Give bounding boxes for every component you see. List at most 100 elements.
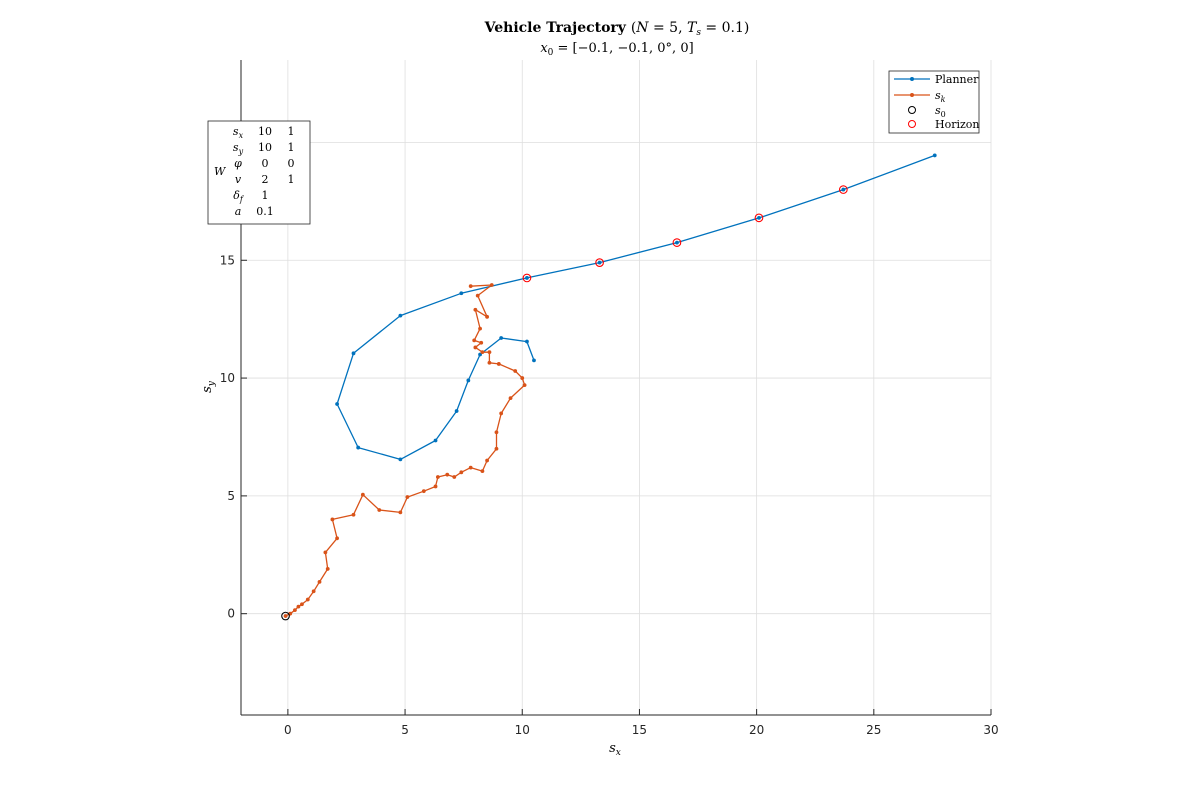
axes	[240, 60, 992, 716]
legend-label-sk: sk	[935, 89, 946, 104]
series-line-s-k	[285, 284, 526, 617]
series-point-s-k	[405, 495, 410, 499]
series-point-planner	[398, 313, 403, 318]
marker-s-0	[281, 611, 290, 621]
legend-label-s0: s0	[935, 104, 946, 119]
series-point-s-k	[489, 283, 494, 287]
series-point-s-k	[522, 383, 527, 388]
series-point-s-k	[377, 508, 382, 512]
series-point-s-k	[421, 489, 426, 494]
series-point-s-k	[305, 597, 310, 602]
weights-value: 2	[262, 173, 269, 186]
series-point-planner	[525, 339, 529, 344]
weights-value: 10	[258, 141, 272, 154]
legend-item-horizon: Horizon	[908, 118, 980, 131]
series-point-s-k	[513, 369, 518, 373]
marker-layer	[281, 185, 848, 621]
series-point-s-k	[296, 604, 301, 609]
series-point-s-k	[508, 396, 513, 401]
x-tick-label: 20	[749, 723, 764, 737]
series-point-s-k	[478, 326, 482, 331]
weights-value: 1	[288, 125, 295, 138]
series-point-planner	[841, 187, 846, 192]
legend: Planner sk s0 Horizon	[888, 70, 980, 134]
series-point-s-k	[293, 608, 297, 613]
weights-label: W	[214, 165, 227, 178]
x-tick-label: 15	[632, 723, 647, 737]
series-point-s-k	[494, 430, 499, 435]
y-tick-label: 5	[227, 489, 235, 503]
weights-value: 0	[288, 157, 295, 170]
series-point-s-k	[452, 475, 457, 479]
series-point-s-k	[520, 376, 525, 380]
weights-symbol: sx	[233, 125, 244, 140]
weights-table: W sx 10 1 sy 10 1 φ 0 0 v 2 1 δf 1 a 0.1	[207, 120, 311, 225]
series-point-planner	[932, 153, 937, 158]
series-point-s-k	[323, 550, 328, 555]
series-point-planner	[351, 351, 356, 356]
y-tick-label: 15	[220, 253, 235, 267]
series-point-s-k	[445, 472, 450, 477]
weights-row: sy 10 1	[233, 141, 295, 156]
series-point-s-k	[433, 484, 438, 489]
marker-horizon	[522, 273, 532, 283]
series-point-planner	[398, 457, 403, 462]
y-axis-label: sy	[200, 380, 217, 393]
series-point-s-k	[468, 465, 473, 470]
series-point-planner	[757, 215, 761, 220]
legend-item-planner: Planner	[894, 73, 979, 86]
series-point-planner	[499, 336, 504, 340]
series-point-s-k	[398, 510, 403, 515]
weights-symbol: a	[235, 205, 242, 218]
legend-item-sk: sk	[894, 89, 946, 104]
x-tick-label: 10	[515, 723, 530, 737]
x-axis-label: sx	[609, 741, 621, 758]
weights-value: 1	[288, 141, 295, 154]
series-point-planner	[356, 445, 361, 450]
weights-value: 0.1	[256, 205, 274, 218]
y-tick-label: 0	[227, 607, 235, 621]
legend-label-horizon: Horizon	[935, 118, 980, 131]
series-point-planner	[454, 409, 459, 413]
x-tick-labels: 0 5 10 15 20 25 30	[284, 723, 999, 737]
series-point-planner	[532, 358, 536, 363]
series-point-planner	[675, 240, 679, 245]
weights-symbol: φ	[234, 157, 242, 170]
marker-horizon	[595, 258, 604, 267]
series-point-planner	[525, 276, 529, 280]
weights-row: a 0.1	[235, 205, 274, 218]
marker-horizon	[672, 238, 682, 247]
series-point-s-k	[473, 307, 478, 312]
series-line-planner	[336, 154, 936, 461]
series-point-s-k	[300, 602, 304, 607]
series-point-s-k	[479, 340, 484, 345]
series-layer	[283, 153, 937, 618]
series-point-planner	[433, 438, 438, 443]
x-tick-label: 30	[983, 723, 998, 737]
series-point-s-k	[335, 536, 339, 541]
series-point-s-k	[459, 470, 464, 475]
series-point-s-k	[351, 512, 356, 517]
series-point-s-k	[311, 589, 316, 594]
weights-row: sx 10 1	[233, 125, 295, 140]
series-point-s-k	[487, 350, 492, 355]
x-tick-label: 5	[401, 723, 409, 737]
series-point-s-k	[283, 614, 288, 618]
series-point-s-k	[485, 458, 489, 463]
weights-value: 1	[262, 189, 269, 202]
series-point-s-k	[499, 411, 504, 416]
weights-row: φ 0 0	[234, 157, 294, 170]
legend-label-planner: Planner	[935, 73, 979, 86]
y-tick-labels: 0 5 10 15	[220, 253, 235, 620]
series-point-s-k	[360, 492, 365, 497]
series-point-s-k	[468, 284, 473, 289]
series-point-planner	[597, 260, 602, 265]
series-point-s-k	[325, 567, 330, 571]
series-point-s-k	[472, 338, 477, 343]
series-point-s-k	[435, 475, 440, 479]
weights-row: δf 1	[233, 189, 268, 204]
series-point-s-k	[475, 293, 480, 298]
series-point-planner	[335, 402, 339, 406]
weights-value: 10	[258, 125, 272, 138]
series-point-s-k	[473, 345, 478, 350]
